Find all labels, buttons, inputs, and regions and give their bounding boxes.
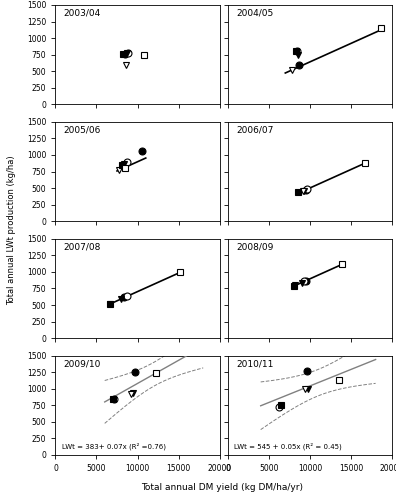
Text: 2008/09: 2008/09 [236, 243, 273, 252]
Text: Total annual DM yield (kg DM/ha/yr): Total annual DM yield (kg DM/ha/yr) [141, 483, 303, 492]
Text: 2006/07: 2006/07 [236, 126, 273, 135]
Text: 2010/11: 2010/11 [236, 360, 273, 369]
Text: Total annual LWt production (kg/ha): Total annual LWt production (kg/ha) [8, 155, 16, 305]
Text: 2007/08: 2007/08 [64, 243, 101, 252]
Text: 2009/10: 2009/10 [64, 360, 101, 369]
Text: 2005/06: 2005/06 [64, 126, 101, 135]
Text: LWt = 545 + 0.05x (R² = 0.45): LWt = 545 + 0.05x (R² = 0.45) [234, 442, 342, 450]
Text: 2003/04: 2003/04 [64, 9, 101, 18]
Text: LWt = 383+ 0.07x (R² =0.76): LWt = 383+ 0.07x (R² =0.76) [62, 442, 166, 450]
Text: 2004/05: 2004/05 [236, 9, 273, 18]
